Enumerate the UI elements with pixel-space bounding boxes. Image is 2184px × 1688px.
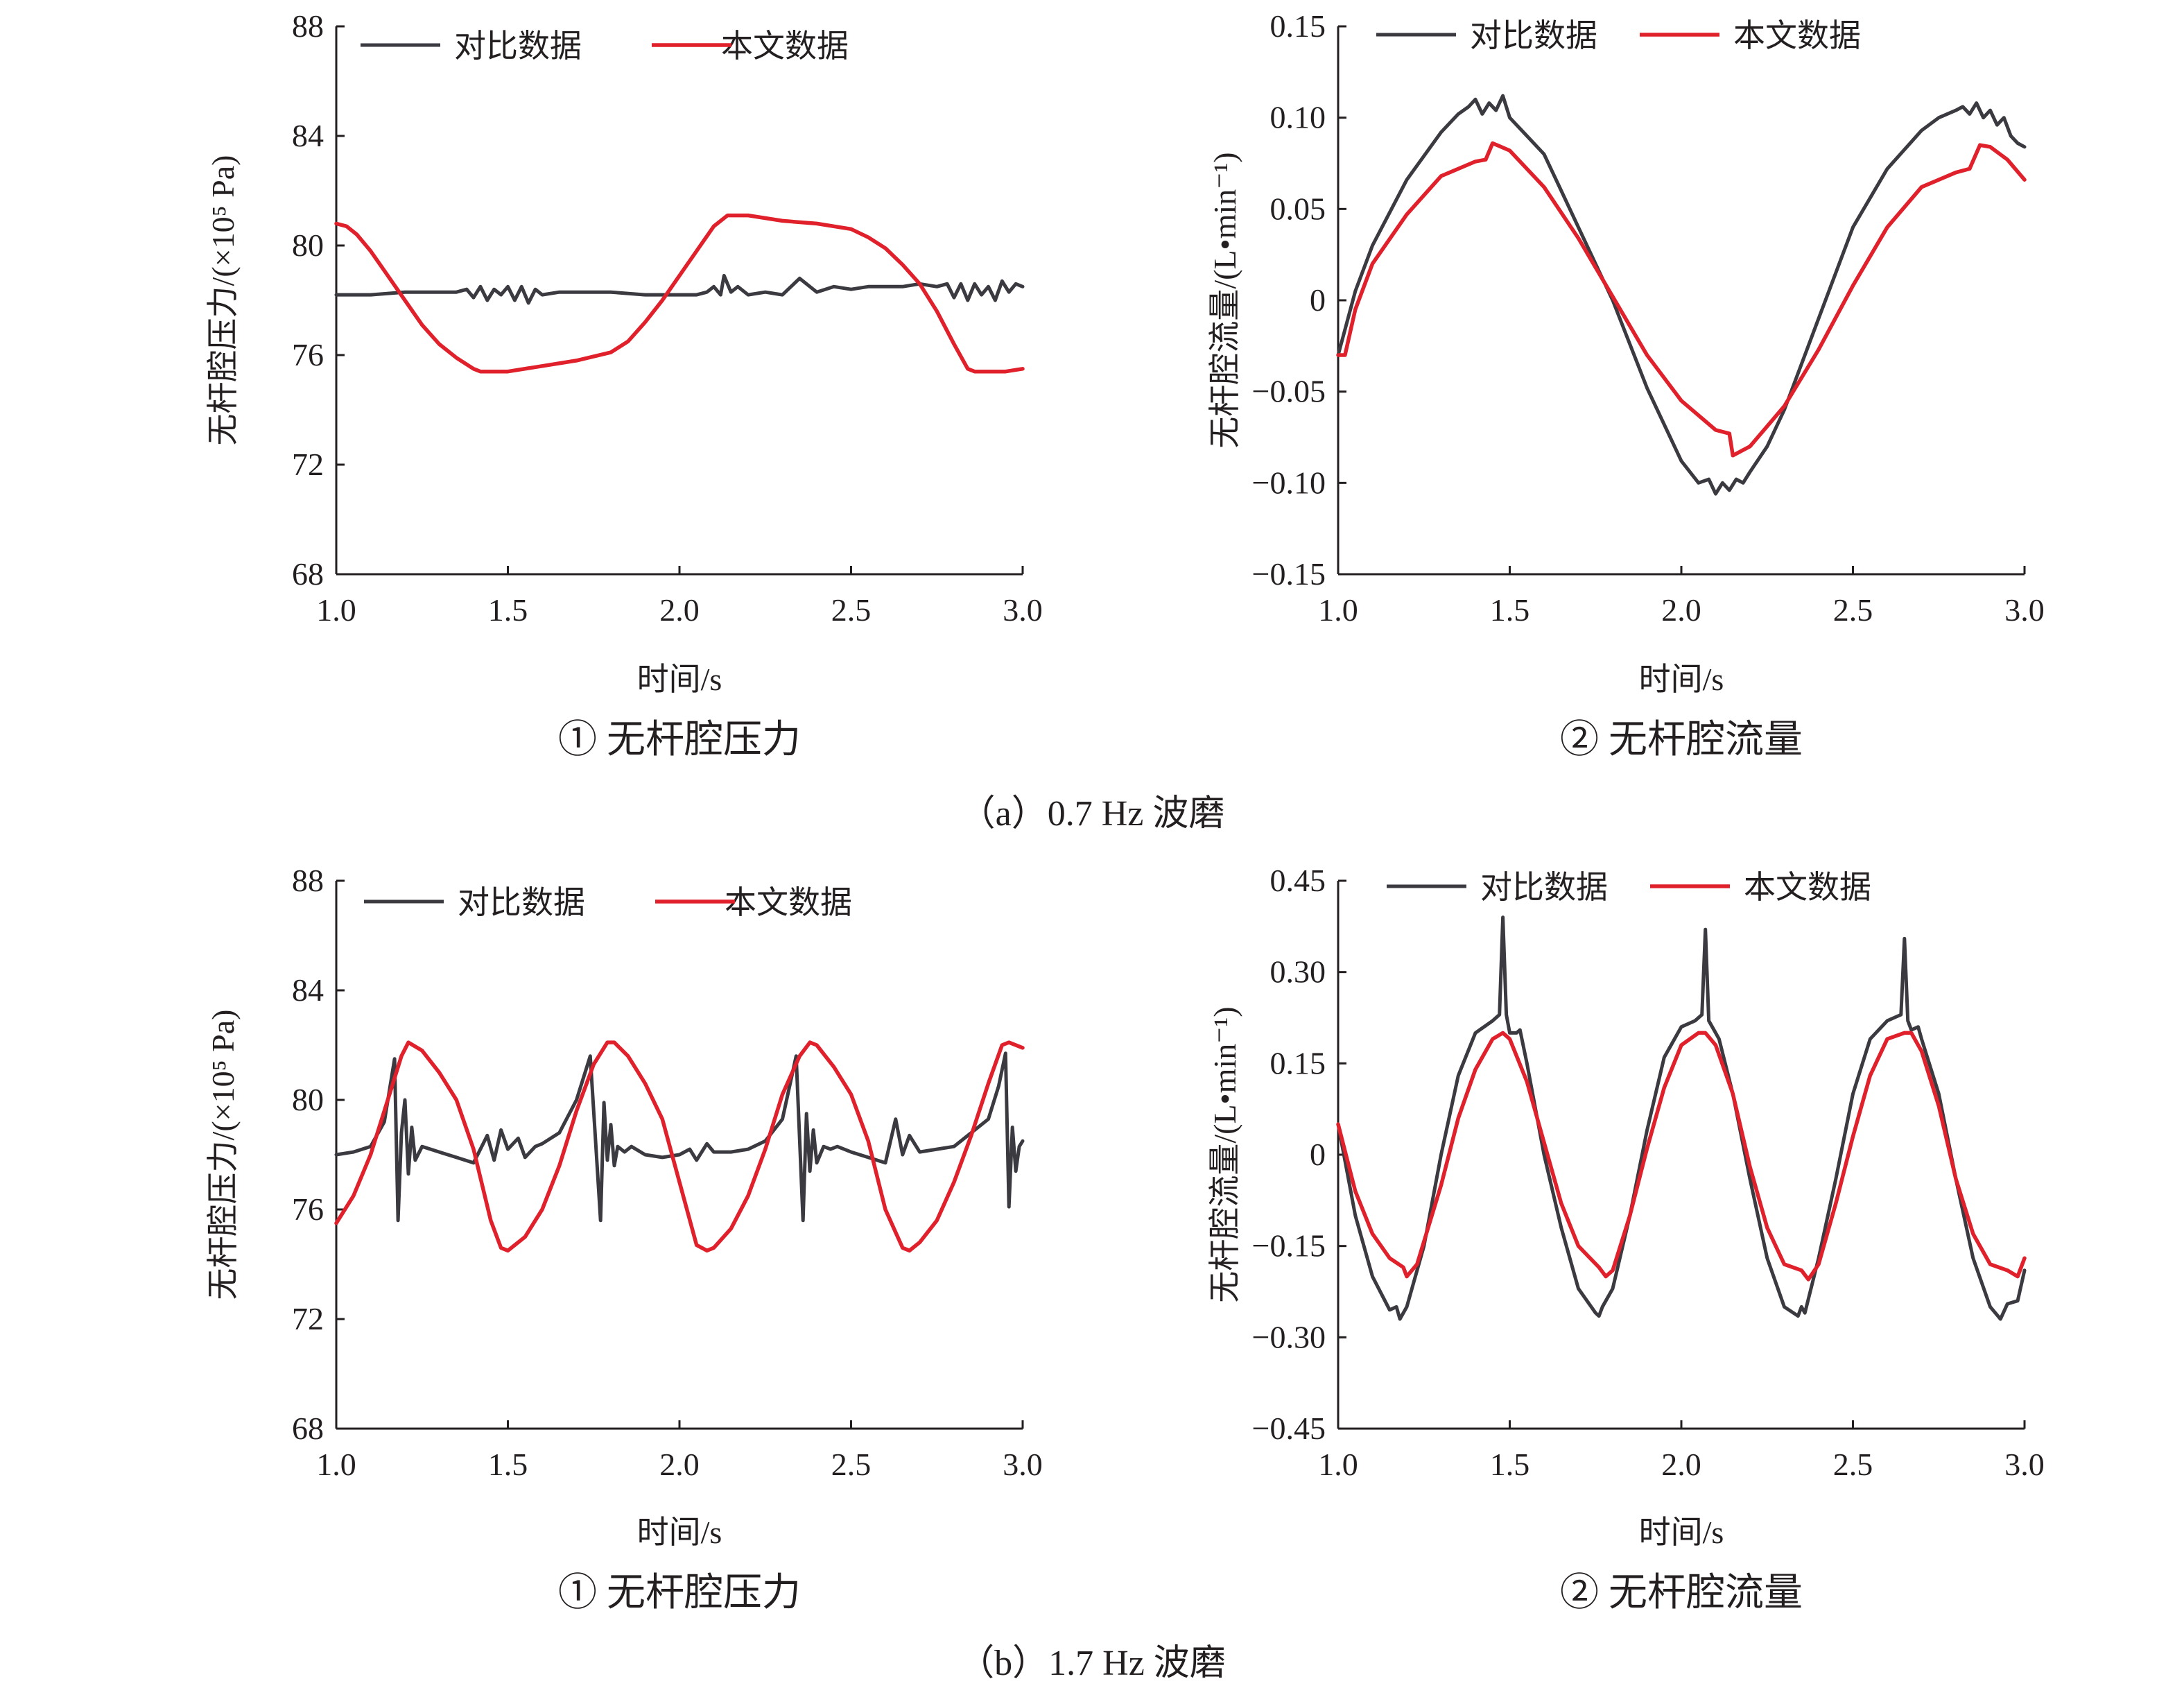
legend-label-comparison: 对比数据: [1480, 870, 1608, 905]
axes: 68 72 76 80 84 88 1.0 1.5 2.0 2.5 3.0: [292, 8, 1043, 628]
y-tick-label: 76: [292, 1191, 324, 1227]
y-tick-label: −0.15: [1252, 556, 1326, 592]
y-tick-label: −0.05: [1252, 374, 1326, 409]
legend-label-this-paper: 本文数据: [721, 28, 849, 64]
panel-caption: ① 无杆腔压力: [558, 718, 801, 761]
panel-caption: ② 无杆腔流量: [1560, 1571, 1803, 1614]
x-tick-label: 1.0: [316, 592, 356, 628]
series-this-paper-line: [334, 1040, 1025, 1253]
series-this-paper-line: [1336, 1031, 2027, 1282]
legend-label-this-paper: 本文数据: [1744, 870, 1871, 905]
panel-caption: ② 无杆腔流量: [1560, 718, 1803, 761]
y-tick-label: 72: [292, 1301, 324, 1336]
y-tick-label: 88: [292, 863, 324, 898]
y-tick-label: 72: [292, 447, 324, 482]
x-axis-title: 时间/s: [637, 1515, 722, 1550]
y-tick-label: 88: [292, 8, 324, 44]
axes: −0.45 −0.30 −0.15 0 0.15 0.30 0.45 1.0 1.5 2.0 2.5…: [1252, 863, 2045, 1482]
group-caption-b: （b）1.7 Hz 波磨: [958, 1644, 1226, 1683]
y-tick-label: 0.15: [1270, 1045, 1326, 1080]
y-tick-label: 84: [292, 118, 324, 153]
series-this-paper-line: [334, 213, 1025, 374]
panel-a2: 无杆腔流量/(L•min⁻¹) 时间/s ② 无杆腔流量 对比数据 本文数据 −…: [1207, 8, 2045, 761]
x-axis-title: 时间/s: [1639, 662, 1724, 697]
y-axis-title: 无杆腔流量/(L•min⁻¹): [1207, 152, 1242, 448]
y-tick-label: 0.15: [1270, 8, 1326, 44]
y-tick-label: 0: [1310, 282, 1326, 318]
series-comparison-line: [1336, 94, 2027, 496]
y-tick-label: 84: [292, 972, 324, 1008]
group-caption-a: （a）0.7 Hz 波磨: [960, 794, 1225, 834]
y-tick-label: 76: [292, 337, 324, 372]
x-tick-label: 3.0: [1003, 1447, 1043, 1482]
x-tick-label: 3.0: [1003, 592, 1043, 628]
legend-label-this-paper: 本文数据: [1733, 18, 1861, 53]
y-tick-label: −0.30: [1252, 1319, 1326, 1354]
y-tick-label: 0.30: [1270, 954, 1326, 990]
legend-label-comparison: 对比数据: [1470, 18, 1597, 53]
x-tick-label: 2.5: [831, 1447, 872, 1482]
y-tick-label: 0.10: [1270, 100, 1326, 135]
legend-label-this-paper: 本文数据: [725, 885, 852, 920]
x-tick-label: 1.0: [1318, 1447, 1358, 1482]
y-tick-label: −0.15: [1252, 1228, 1326, 1264]
y-axis-title: 无杆腔压力/(×10⁵ Pa): [205, 155, 241, 446]
y-tick-label: 0: [1310, 1137, 1326, 1172]
x-tick-label: 1.5: [1490, 592, 1530, 628]
x-tick-label: 2.0: [659, 592, 700, 628]
x-axis-title: 时间/s: [1639, 1515, 1724, 1550]
panel-b2: 无杆腔流量/(L•min⁻¹) 时间/s ② 无杆腔流量 对比数据 本文数据 −…: [1207, 863, 2045, 1614]
x-tick-label: 1.0: [316, 1447, 356, 1482]
x-tick-label: 2.0: [1661, 592, 1701, 628]
y-tick-label: 68: [292, 556, 324, 592]
y-tick-label: 0.45: [1270, 863, 1326, 898]
x-tick-label: 1.0: [1318, 592, 1358, 628]
x-tick-label: 3.0: [2004, 1447, 2045, 1482]
x-tick-label: 2.5: [831, 592, 872, 628]
x-axis-title: 时间/s: [637, 662, 722, 697]
axes: 68 72 76 80 84 88 1.0 1.5 2.0 2.5 3.0: [292, 863, 1043, 1482]
x-tick-label: 1.5: [488, 592, 528, 628]
y-axis-title: 无杆腔流量/(L•min⁻¹): [1207, 1006, 1242, 1302]
panel-b1: 无杆腔压力/(×10⁵ Pa) 时间/s ① 无杆腔压力 对比数据 本文数据 6…: [205, 863, 1043, 1614]
y-axis-title: 无杆腔压力/(×10⁵ Pa): [205, 1010, 241, 1300]
axes: −0.15 −0.10 −0.05 0 0.05 0.10 0.15 1.0 1.5 2.0 2.5…: [1252, 8, 2045, 628]
series-this-paper-line: [1336, 141, 2027, 458]
x-tick-label: 1.5: [1490, 1447, 1530, 1482]
x-tick-label: 2.0: [659, 1447, 700, 1482]
series-comparison-line: [1336, 915, 2027, 1321]
legend-label-comparison: 对比数据: [458, 885, 585, 920]
y-tick-label: 80: [292, 1082, 324, 1117]
y-tick-label: −0.45: [1252, 1411, 1326, 1446]
x-tick-label: 2.5: [1833, 592, 1873, 628]
y-tick-label: −0.10: [1252, 465, 1326, 500]
y-tick-label: 0.05: [1270, 191, 1326, 226]
x-tick-label: 2.5: [1833, 1447, 1873, 1482]
panel-a1: 无杆腔压力/(×10⁵ Pa) 时间/s ① 无杆腔压力 对比数据 本文数据 6…: [205, 8, 1043, 761]
series-comparison-line: [334, 273, 1025, 305]
x-tick-label: 1.5: [488, 1447, 528, 1482]
panel-caption: ① 无杆腔压力: [558, 1571, 801, 1614]
legend-label-comparison: 对比数据: [454, 28, 582, 64]
y-tick-label: 68: [292, 1411, 324, 1446]
x-tick-label: 3.0: [2004, 592, 2045, 628]
y-tick-label: 80: [292, 227, 324, 263]
x-tick-label: 2.0: [1661, 1447, 1701, 1482]
